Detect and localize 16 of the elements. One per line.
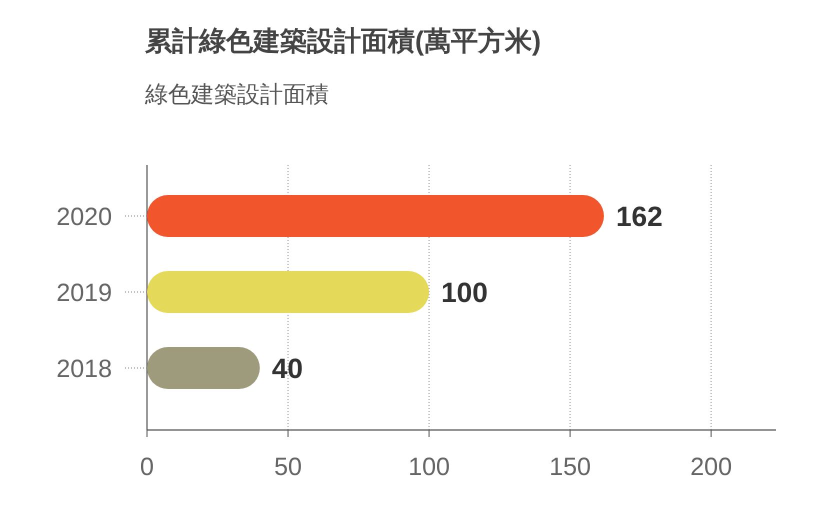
chart-title: 累計綠色建築設計面積(萬平方米) (144, 26, 541, 56)
x-tick-label: 200 (690, 453, 732, 481)
bar (147, 271, 430, 313)
x-tick-label: 0 (140, 453, 154, 481)
bar (147, 195, 604, 237)
x-tick-label: 50 (274, 453, 302, 481)
data-label: 162 (616, 201, 663, 232)
data-label: 100 (441, 277, 488, 308)
bar (147, 347, 260, 389)
chart-subtitle: 綠色建築設計面積 (144, 81, 329, 107)
y-tick-label: 2018 (56, 355, 112, 383)
y-tick-label: 2020 (56, 203, 112, 231)
data-label: 40 (272, 353, 303, 384)
y-tick-label: 2019 (56, 279, 112, 307)
x-tick-label: 150 (549, 453, 591, 481)
x-tick-label: 100 (408, 453, 450, 481)
